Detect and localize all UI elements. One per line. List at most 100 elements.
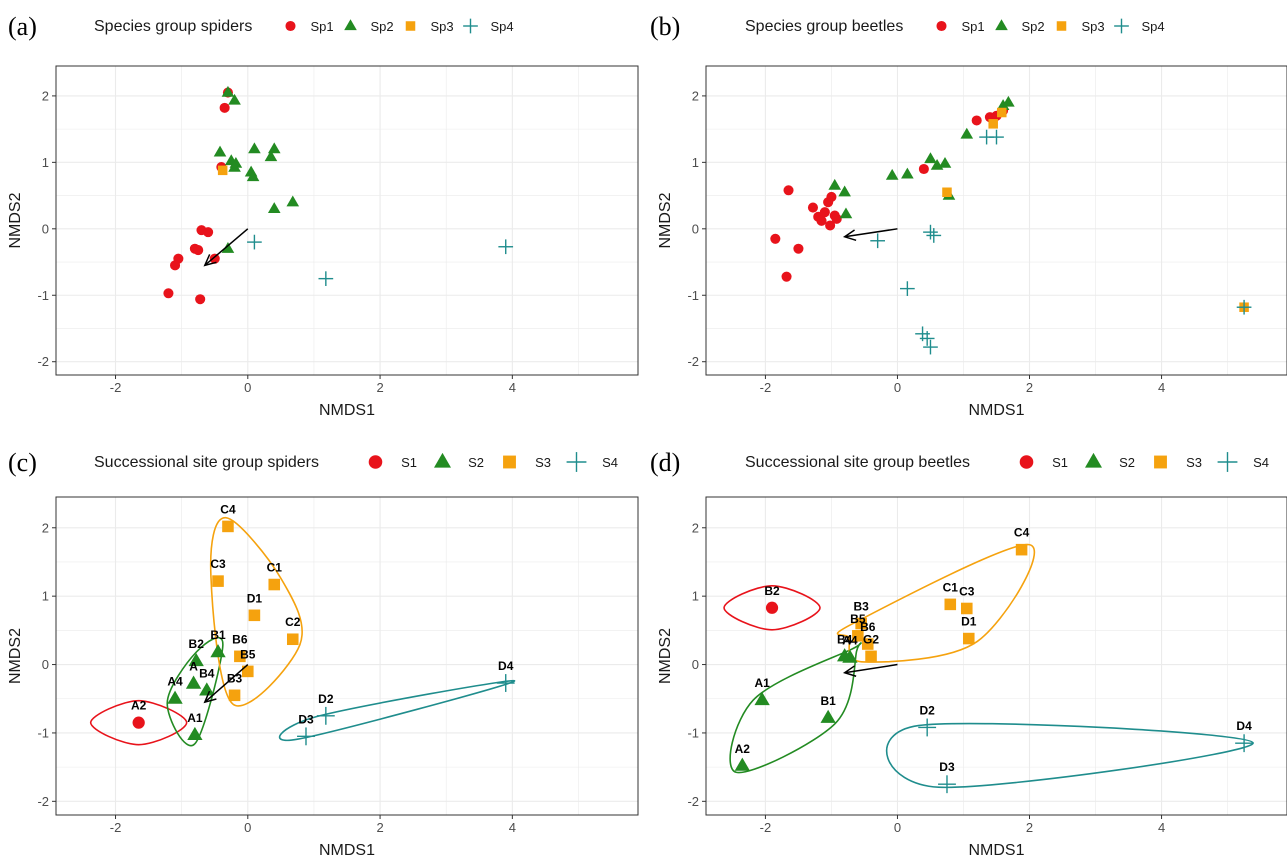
- point-sp2: [828, 178, 842, 190]
- point-label: B2: [764, 584, 780, 598]
- point-sp4: [1236, 299, 1252, 315]
- point-sp3: [212, 575, 224, 587]
- point-sp3: [1015, 543, 1028, 556]
- point-label: D3: [298, 712, 314, 726]
- group-ellipse-sp1: [89, 699, 188, 746]
- x-axis-label: NMDS1: [319, 402, 375, 419]
- point-label: B3: [853, 600, 869, 614]
- x-tick-label: -2: [760, 380, 772, 395]
- point-sp3: [944, 598, 957, 611]
- y-tick-label: 1: [692, 589, 699, 604]
- x-tick-label: 4: [509, 380, 516, 395]
- point-sp4: [926, 228, 942, 243]
- point-sp2: [754, 691, 770, 706]
- point-sp2: [213, 145, 227, 157]
- legend-label: S1: [1052, 455, 1068, 470]
- point-sp3: [234, 650, 246, 663]
- point-label: A: [189, 660, 198, 674]
- legend-key-s2: [433, 452, 452, 468]
- legend-key-s1: [368, 455, 383, 469]
- y-tick-label: 0: [692, 657, 699, 672]
- grid: [56, 66, 638, 375]
- arrow-shaft: [204, 663, 249, 703]
- y-tick-label: -1: [687, 725, 699, 740]
- y-tick-label: 0: [42, 657, 49, 672]
- point-sp2: [885, 168, 899, 180]
- point-sp4: [989, 129, 1004, 145]
- y-tick-label: 1: [42, 155, 49, 170]
- legend-key-s4: [1217, 452, 1238, 472]
- point-sp3: [961, 602, 973, 615]
- point-sp2: [838, 185, 851, 197]
- x-tick-label: 4: [509, 820, 516, 835]
- point-sp4: [923, 224, 938, 240]
- point-sp1: [219, 102, 230, 113]
- point-label: A2: [735, 742, 751, 756]
- points: [163, 85, 514, 305]
- legend-title: Species group spiders: [94, 18, 252, 35]
- legend-key-s2: [1084, 452, 1103, 468]
- point-sp4: [316, 706, 335, 725]
- x-axis-label: NMDS1: [319, 842, 375, 857]
- panel-letter: (d): [650, 448, 680, 477]
- point-label: A1: [187, 711, 203, 725]
- x-tick-label: -2: [760, 820, 772, 835]
- point-label: C4: [1014, 526, 1030, 540]
- legend-key-sp3: [1056, 21, 1067, 31]
- point-sp1: [193, 245, 204, 256]
- point-sp3: [286, 633, 299, 646]
- point-sp3: [855, 617, 867, 630]
- legend-label: Sp4: [491, 19, 514, 34]
- point-sp2: [187, 726, 203, 740]
- arrow-shaft: [844, 228, 898, 238]
- point-label: D3: [939, 760, 955, 774]
- plot-border: [705, 496, 1287, 816]
- point-sp3: [222, 520, 234, 533]
- point-label: D1: [247, 591, 263, 605]
- legend-key-sp2: [995, 19, 1008, 31]
- point-sp1: [163, 288, 174, 299]
- point-sp3: [865, 650, 877, 663]
- legend-key-sp4: [463, 18, 478, 34]
- y-tick-label: -1: [687, 288, 699, 303]
- panel-letter: (c): [8, 448, 37, 477]
- point-sp3: [242, 665, 254, 678]
- legend-title: Successional site group spiders: [94, 454, 319, 471]
- y-axis-label: NMDS2: [657, 628, 674, 684]
- point-sp2: [839, 207, 853, 219]
- legend-label: S4: [602, 455, 618, 470]
- legend-label: Sp3: [1082, 19, 1105, 34]
- panel-letter: (b): [650, 12, 680, 41]
- legend-key-sp3: [405, 21, 416, 31]
- point-label: B4: [837, 632, 853, 646]
- points: [770, 95, 1252, 355]
- x-tick-label: 4: [1158, 380, 1165, 395]
- point-label: B3: [227, 671, 243, 685]
- y-tick-label: -1: [37, 288, 49, 303]
- point-sp4: [318, 271, 334, 286]
- point-sp2: [185, 675, 202, 689]
- point-sp1: [132, 716, 145, 729]
- point-sp2: [221, 242, 235, 253]
- point-sp1: [783, 185, 794, 196]
- legend-label: Sp3: [431, 19, 454, 34]
- y-tick-label: 0: [692, 221, 699, 236]
- point-label: C1: [267, 561, 283, 575]
- x-tick-label: 2: [376, 380, 383, 395]
- point-sp4: [870, 233, 886, 249]
- panel-letter: (a): [8, 12, 37, 41]
- points: [734, 543, 1254, 794]
- point-label: B6: [860, 620, 876, 634]
- x-tick-label: 0: [244, 820, 251, 835]
- point-sp2: [938, 156, 952, 168]
- point-sp3: [248, 609, 261, 622]
- y-tick-label: -2: [687, 354, 699, 369]
- point-sp1: [918, 163, 929, 175]
- x-tick-label: -2: [110, 380, 122, 395]
- x-tick-label: 0: [894, 820, 901, 835]
- legend-label: Sp1: [962, 19, 985, 34]
- panel-c: (c) Successional site group spiders S1 S2 S3…: [7, 448, 639, 857]
- point-sp2: [188, 652, 204, 667]
- point-label: B6: [232, 632, 248, 646]
- grid: [706, 497, 1287, 815]
